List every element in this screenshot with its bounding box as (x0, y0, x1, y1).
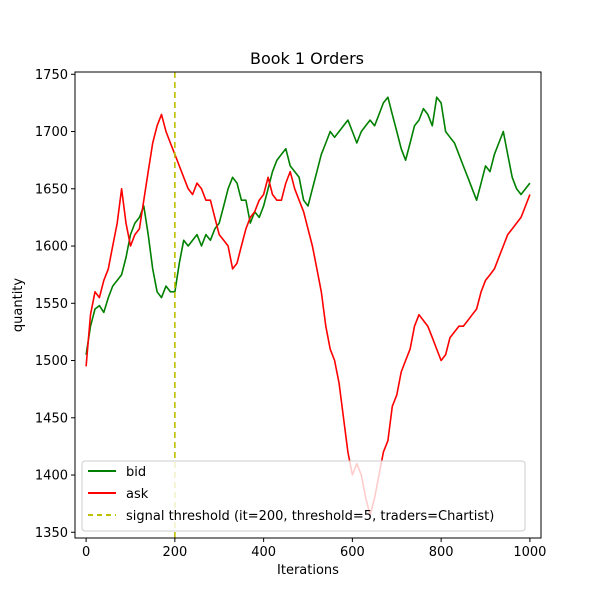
x-tick-label: 200 (162, 545, 187, 560)
x-tick-label: 0 (82, 545, 90, 560)
x-tick-label: 800 (429, 545, 454, 560)
legend: bid ask signal threshold (it=200, thresh… (81, 460, 526, 532)
legend-bid-label: bid (126, 465, 146, 480)
x-tick-label: 600 (340, 545, 365, 560)
axes-frame (74, 71, 542, 539)
chart-title: Book 1 Orders (250, 49, 364, 68)
y-axis-label: quantity (11, 278, 26, 333)
legend-threshold-label: signal threshold (it=200, threshold=5, t… (126, 509, 494, 524)
series-line-ask (85, 113, 531, 516)
x-axis: 0 200 400 600 800 1000 (82, 538, 546, 560)
legend-box (81, 460, 526, 532)
x-tick-label: 1000 (513, 545, 546, 560)
x-axis-label: Iterations (277, 563, 339, 578)
legend-ask-label: ask (126, 487, 149, 502)
y-tick-label: 1650 (35, 182, 68, 197)
y-tick-label: 1750 (35, 68, 68, 83)
y-tick-label: 1550 (35, 297, 68, 312)
y-tick-label: 1500 (35, 354, 68, 369)
y-tick-label: 1600 (35, 240, 68, 255)
plot-area (85, 72, 531, 538)
series-line-bid (85, 96, 531, 355)
y-tick-label: 1700 (35, 125, 68, 140)
y-axis: 1350 1400 1450 1500 1550 1600 1650 1700 1750 (35, 68, 75, 541)
y-tick-label: 1350 (35, 526, 68, 541)
y-tick-label: 1400 (35, 469, 68, 484)
y-tick-label: 1450 (35, 411, 68, 426)
x-tick-label: 400 (251, 545, 276, 560)
